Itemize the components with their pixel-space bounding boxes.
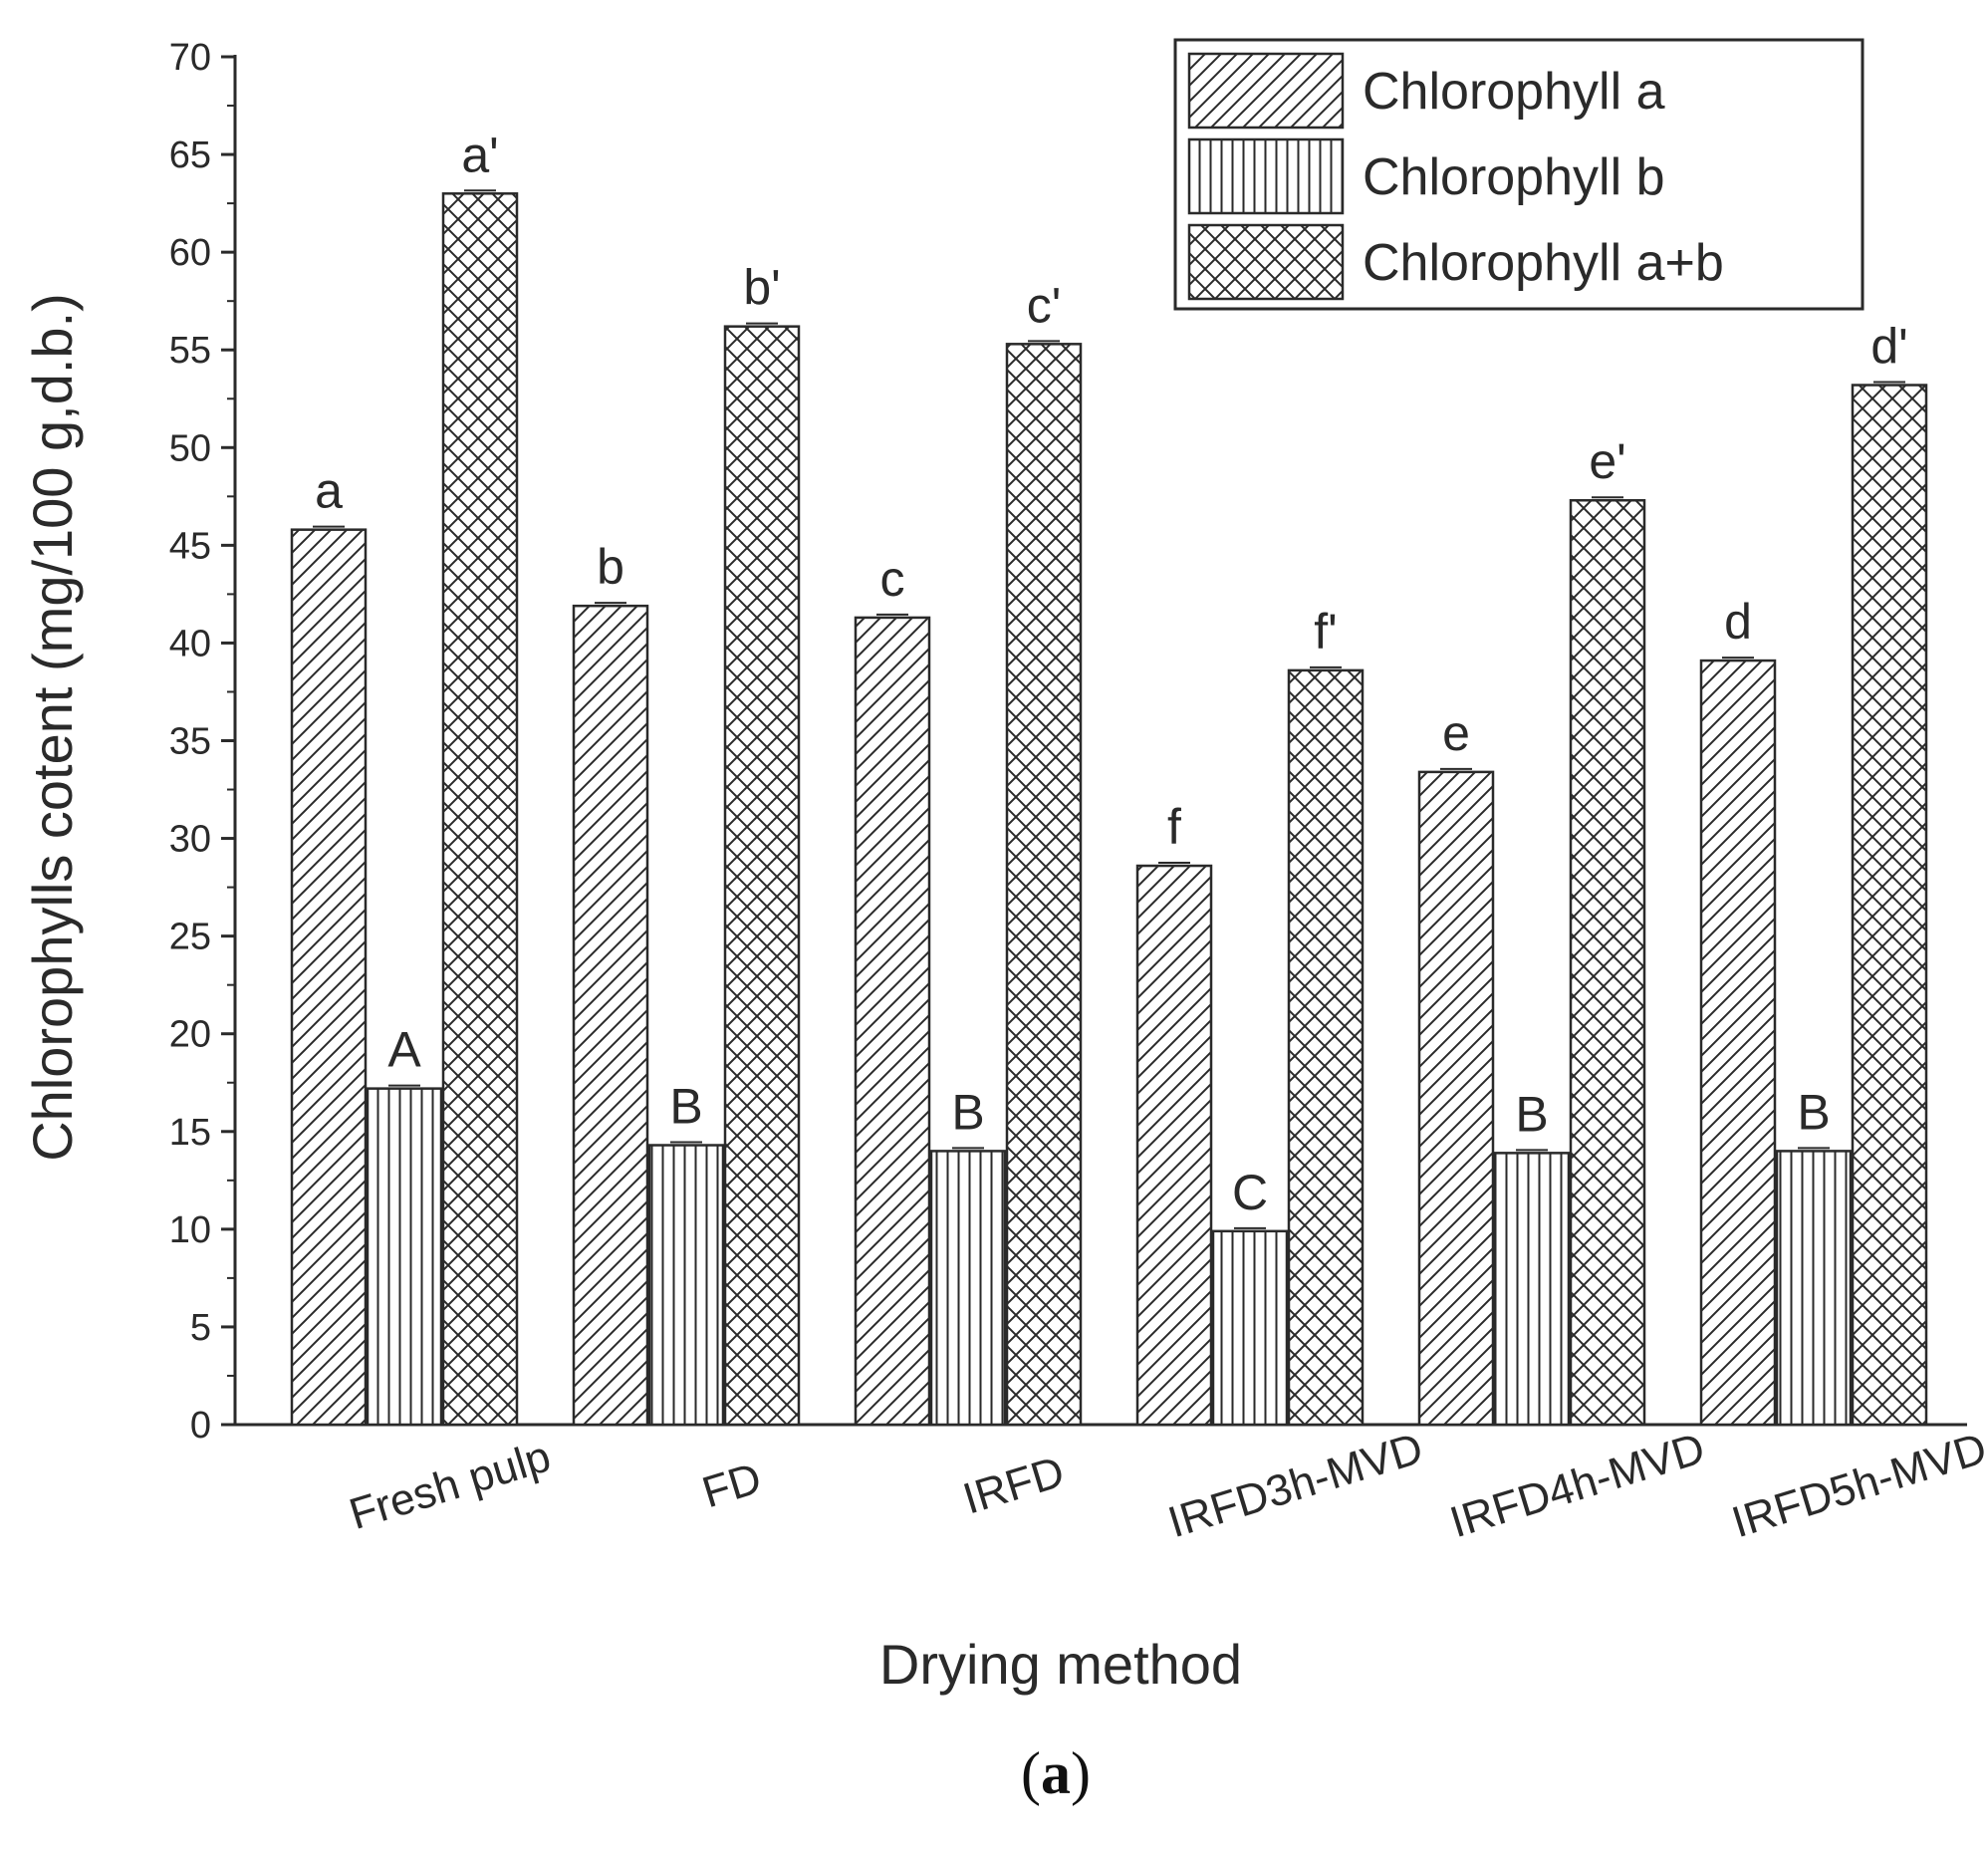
significance-label: A <box>387 1022 421 1078</box>
panel-label: (a) <box>1021 1740 1091 1806</box>
y-tick-label: 10 <box>169 1209 211 1251</box>
y-axis-ticks: 0 5 10 15 20 25 30 35 40 45 50 55 60 65 70 <box>169 37 235 1447</box>
bar-chlorophyll-b <box>1493 1152 1571 1427</box>
legend-swatch-chlorophyll-ab <box>1187 223 1345 301</box>
x-axis-title: Drying method <box>879 1633 1242 1696</box>
y-tick-label: 30 <box>169 819 211 861</box>
panel-label-open: ( <box>1021 1740 1041 1806</box>
panel-label-letter: a <box>1041 1740 1071 1806</box>
bar-chlorophyll-ab <box>1851 384 1928 1427</box>
bars-group <box>290 189 1928 1427</box>
y-tick-label: 55 <box>169 330 211 372</box>
significance-label: e' <box>1589 433 1625 489</box>
bar-chlorophyll-a <box>1699 659 1777 1427</box>
y-tick-label: 25 <box>169 917 211 958</box>
bar-chlorophyll-a <box>854 616 931 1427</box>
legend: Chlorophyll a Chlorophyll b Chlorophyll a+… <box>1173 38 1864 311</box>
significance-label: B <box>951 1084 984 1140</box>
bar-chlorophyll-a <box>1417 770 1495 1427</box>
bar-chlorophyll-a <box>572 604 649 1427</box>
bar-chlorophyll-b <box>929 1150 1007 1427</box>
bar-chlorophyll-b <box>366 1087 443 1427</box>
y-tick-label: 35 <box>169 721 211 763</box>
y-tick-label: 40 <box>169 623 211 664</box>
bar-chlorophyll-b <box>647 1144 725 1427</box>
significance-label: a <box>315 463 343 519</box>
bar-chlorophyll-ab <box>1005 343 1083 1427</box>
panel-label-close: ) <box>1071 1740 1091 1806</box>
y-tick-label: 65 <box>169 134 211 176</box>
significance-labels: a Aa' b Bb' c Bc' f Cf' e Be' d Bd' <box>315 127 1908 1220</box>
y-tick-label: 0 <box>190 1405 211 1447</box>
significance-label: c' <box>1027 277 1062 333</box>
bar-chlorophyll-b <box>1775 1150 1853 1427</box>
y-tick-label: 20 <box>169 1014 211 1056</box>
legend-swatch-chlorophyll-b <box>1187 137 1345 215</box>
bar-chlorophyll-a <box>290 528 368 1427</box>
x-tick-label: IRFD5h-MVD <box>1726 1424 1988 1547</box>
bar-chlorophyll-ab <box>1287 668 1365 1427</box>
y-tick-label: 15 <box>169 1112 211 1154</box>
x-axis-category-labels: Fresh pulp FD IRFD IRFD3h-MVD IRFD4h-MVD IRFD… <box>344 1424 1988 1547</box>
significance-label: b <box>597 539 624 595</box>
legend-swatch-chlorophyll-a <box>1187 52 1345 130</box>
x-tick-label: IRFD3h-MVD <box>1162 1424 1428 1547</box>
significance-label: B <box>669 1079 702 1135</box>
significance-label: B <box>1797 1084 1830 1140</box>
bar-chlorophyll-ab <box>441 192 519 1427</box>
bar-chlorophyll-a <box>1135 864 1213 1427</box>
x-tick-label: IRFD4h-MVD <box>1444 1424 1710 1547</box>
y-tick-label: 70 <box>169 37 211 79</box>
legend-label-chlorophyll-a: Chlorophyll a <box>1363 63 1665 121</box>
x-tick-label: FD <box>697 1454 767 1517</box>
significance-label: d <box>1724 594 1752 650</box>
bar-chlorophyll-ab <box>723 325 801 1427</box>
x-tick-label: Fresh pulp <box>344 1432 556 1539</box>
significance-label: a' <box>461 127 498 182</box>
y-tick-label: 5 <box>190 1307 211 1349</box>
y-tick-label: 60 <box>169 232 211 274</box>
bar-chlorophyll-ab <box>1569 498 1646 1427</box>
x-tick-label: IRFD <box>958 1448 1070 1524</box>
y-tick-label: 45 <box>169 525 211 567</box>
significance-label: f <box>1167 799 1181 855</box>
significance-label: f' <box>1314 604 1337 660</box>
significance-label: c <box>880 551 905 607</box>
significance-label: e <box>1442 705 1470 761</box>
y-tick-label: 50 <box>169 427 211 469</box>
legend-label-chlorophyll-b: Chlorophyll b <box>1363 148 1665 206</box>
y-axis-title: Chlorophylls cotent (mg/100 g,d.b.) <box>21 293 84 1162</box>
significance-label: C <box>1232 1165 1268 1220</box>
significance-label: d' <box>1870 319 1907 375</box>
legend-label-chlorophyll-ab: Chlorophyll a+b <box>1363 234 1724 292</box>
significance-label: b' <box>743 260 780 316</box>
significance-label: B <box>1515 1086 1548 1142</box>
bar-chlorophyll-b <box>1211 1229 1289 1427</box>
